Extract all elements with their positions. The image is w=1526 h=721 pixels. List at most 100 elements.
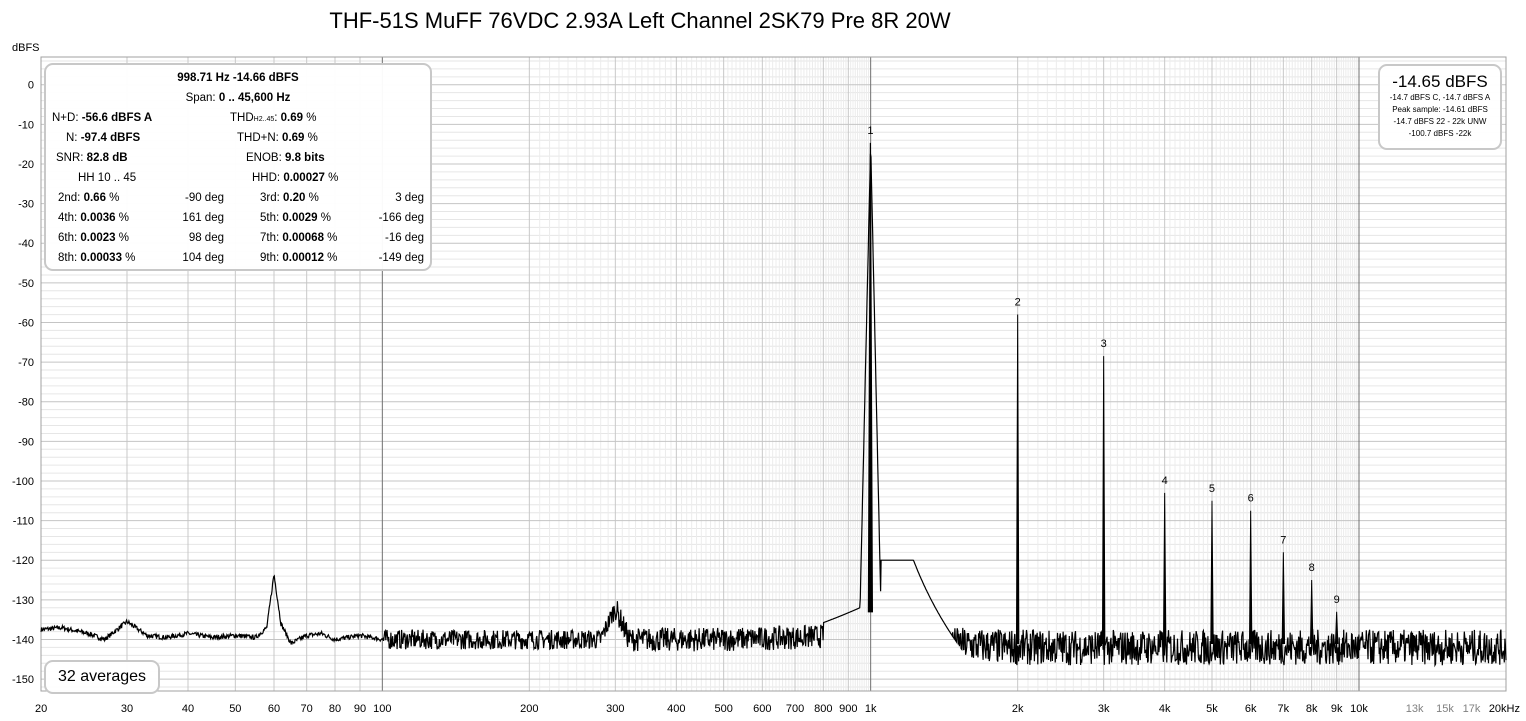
y-tick-label: -30 [18,199,34,211]
averages-badge: 32 averages [44,660,160,694]
stats-header: 998.71 Hz -14.66 dBFS [177,72,299,84]
h9-unit: % [323,252,338,264]
h4-row: 4th: 0.0036 % [58,212,129,224]
harmonic-peak [867,142,873,613]
harmonic-peak [1210,500,1214,644]
thdn-unit: % [304,132,318,144]
h6-row: 6th: 0.0023 % [58,232,129,244]
x-tick-label: 17k [1463,703,1481,715]
level-meter-panel: -14.65 dBFS -14.7 dBFS C, -14.7 dBFS A P… [1378,64,1502,150]
h3-row: 3rd: 0.20 % [260,192,319,204]
h8-label: 8th: [58,252,81,264]
x-tick-label: 700 [786,703,804,715]
distortion-stats-panel: 998.71 Hz -14.66 dBFS Span: 0 .. 45,600 … [44,63,432,271]
h3-phase: 3 deg [395,192,424,204]
hhd-unit: % [324,172,339,184]
h5-value: 0.0029 [282,212,318,224]
x-tick-label: 9k [1331,703,1343,715]
harmonic-peak [1309,580,1314,644]
y-tick-label: -20 [18,159,34,171]
harmonic-label: 6 [1248,493,1254,505]
h8-phase: 104 deg [182,252,224,264]
nd-row: N+D: -56.6 dBFS A [52,112,152,124]
hh-label: HH 10 .. 45 [78,172,137,184]
h2-value: 0.66 [83,192,106,204]
h6-unit: % [115,232,129,244]
y-tick-label: -70 [18,357,34,369]
x-tick-label: 800 [814,703,832,715]
h9-label: 9th: [260,252,283,264]
x-tick-label: 30 [121,703,133,715]
thdn-label: THD+N: [237,132,283,144]
snr-label: SNR: [56,152,87,164]
x-tick-label: 900 [839,703,857,715]
y-tick-label: -40 [18,238,34,250]
y-axis-ticks: 0 -10 -20 -30 -40 -50 -60 -70 -80 -90 -100 -110 -120… [12,80,34,686]
h5-row: 5th: 0.0029 % [260,212,331,224]
h7-label: 7th: [260,232,283,244]
x-tick-label: 5k [1206,703,1218,715]
h7-phase: -16 deg [384,232,424,244]
h5-phase: -166 deg [378,212,424,224]
enob-value: 9.8 bits [284,152,325,164]
harmonic-label: 7 [1280,534,1286,546]
h9-phase: -149 deg [378,252,424,264]
h6-label: 6th: [58,232,81,244]
y-tick-label: -50 [18,278,34,290]
hhd-row: HHD: 0.00027 % [252,172,338,184]
h7-unit: % [323,232,338,244]
harmonic-label: 2 [1015,297,1021,309]
harmonic-peak [1015,314,1020,644]
y-tick-label: -100 [12,476,34,488]
x-tick-label: 1k [865,703,877,715]
h7-value: 0.00068 [282,232,324,244]
thdn-row: THD+N: 0.69 % [237,132,318,144]
snr-value: 82.8 dB [86,152,128,164]
x-tick-label: 300 [606,703,624,715]
h6-value: 0.0023 [80,232,116,244]
h4-unit: % [115,212,129,224]
y-tick-label: -110 [13,516,34,528]
enob-label: ENOB: [246,152,285,164]
harmonic-peak [1334,611,1339,644]
x-axis-ticks: 20 30 40 50 60 70 80 90 100 200 300 400 500 600 700 800… [35,703,1520,715]
h2-unit: % [105,192,120,204]
thd-unit: % [303,112,317,124]
x-tick-label: 60 [268,703,280,715]
y-tick-label: -120 [12,555,34,567]
thdn-value: 0.69 [282,132,305,144]
x-tick-label: 50 [229,703,241,715]
h8-unit: % [121,252,136,264]
h2-phase: -90 deg [184,192,224,204]
chart-title: THF-51S MuFF 76VDC 2.93A Left Channel 2S… [329,8,951,33]
harmonic-label: 1 [867,125,873,137]
harmonic-label: 5 [1209,483,1215,495]
x-tick-label: 13k [1406,703,1424,715]
x-tick-label: 600 [753,703,771,715]
hhd-value: 0.00027 [283,172,325,184]
x-tick-label: 20 [35,703,47,715]
y-axis-label: dBFS [12,42,40,54]
h4-value: 0.0036 [80,212,116,224]
noise-row: N: -97.4 dBFS [66,132,140,144]
y-tick-label: -150 [12,674,34,686]
x-tick-label: 400 [667,703,685,715]
x-tick-label: 7k [1278,703,1290,715]
x-tick-label: 40 [182,703,194,715]
h3-value: 0.20 [283,192,306,204]
y-tick-label: -130 [12,595,34,607]
x-tick-label: 70 [301,703,313,715]
hhd-label: HHD: [252,172,284,184]
n-value: -97.4 dBFS [80,132,141,144]
h5-label: 5th: [260,212,283,224]
level-noise: -100.7 dBFS -22k [1408,129,1472,138]
level-weighted: -14.7 dBFS C, -14.7 dBFS A [1389,93,1491,102]
level-value: -14.65 dBFS [1392,72,1488,91]
x-tick-label: 6k [1245,703,1257,715]
harmonic-peak [1162,492,1167,644]
x-tick-label: 15k [1436,703,1454,715]
harmonic-labels: 1 2 3 4 5 6 7 8 9 [867,125,1339,606]
h5-unit: % [317,212,331,224]
harmonic-label: 9 [1334,594,1340,606]
